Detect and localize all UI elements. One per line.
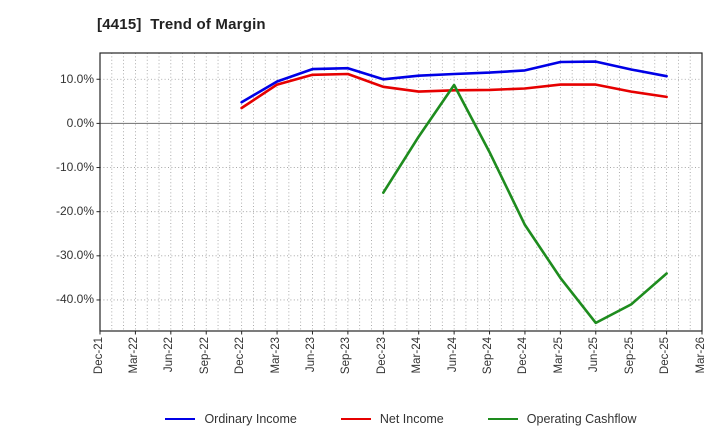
legend-item-operating-cashflow: Operating Cashflow: [487, 412, 637, 426]
x-tick-label: Dec-23: [375, 337, 388, 375]
x-tick-label: Jun-24: [446, 337, 459, 373]
x-tick-label: Mar-26: [694, 337, 707, 374]
chart-title: [4415] Trend of Margin: [97, 16, 266, 33]
x-tick-label: Mar-22: [127, 337, 140, 374]
legend-label: Ordinary Income: [204, 412, 297, 426]
y-tick-label: -40.0%: [55, 292, 94, 307]
legend-line-swatch: [340, 418, 371, 420]
legend: Ordinary Income Net Income Operating Cashf…: [100, 404, 702, 434]
y-tick-label: -20.0%: [55, 204, 94, 219]
x-tick-label: Jun-23: [304, 337, 317, 373]
y-tick-label: 10.0%: [59, 71, 94, 86]
x-tick-label: Mar-24: [411, 337, 424, 374]
series-line-operating-cashflow: [381, 83, 668, 325]
legend-label: Net Income: [379, 412, 444, 426]
x-tick-label: Sep-24: [482, 337, 495, 375]
legend-item-net-income: Net Income: [340, 412, 444, 426]
x-tick-label: Sep-25: [623, 337, 636, 375]
y-tick-label: -10.0%: [55, 160, 94, 175]
legend-line-swatch: [487, 418, 518, 420]
y-tick-label: -30.0%: [55, 248, 94, 263]
x-tick-label: Mar-25: [552, 337, 565, 374]
x-tick-label: Dec-22: [234, 337, 247, 375]
x-tick-label: Sep-22: [198, 337, 211, 375]
y-tick-label: 0.0%: [66, 115, 94, 130]
series-line-net-income: [240, 72, 668, 110]
legend-label: Operating Cashflow: [526, 412, 637, 426]
legend-item-ordinary-income: Ordinary Income: [165, 412, 297, 426]
x-tick-label: Jun-25: [588, 337, 601, 373]
plot-border: [99, 52, 703, 332]
x-tick-label: Sep-23: [340, 337, 353, 375]
x-tick-label: Mar-23: [269, 337, 282, 374]
x-tick-label: Dec-24: [517, 337, 530, 375]
x-tick-label: Jun-22: [163, 337, 176, 373]
x-tick-label: Dec-25: [659, 337, 672, 375]
x-tick-label: Dec-21: [92, 337, 105, 375]
legend-line-swatch: [165, 418, 196, 420]
series-line-ordinary-income: [240, 60, 668, 104]
